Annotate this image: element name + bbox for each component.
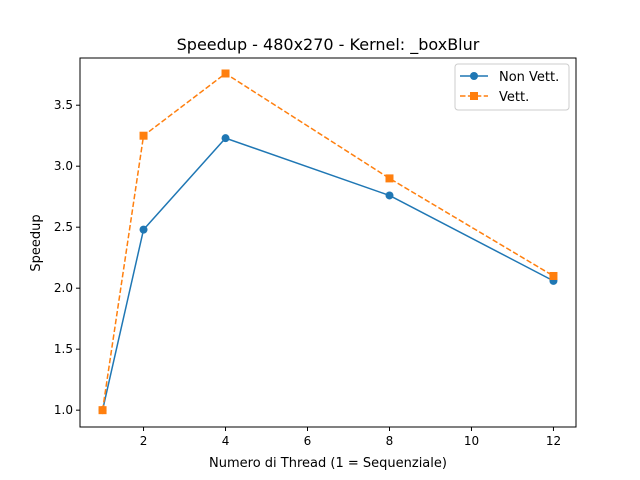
x-tick-label: 8 <box>386 434 394 448</box>
x-axis: 2 4 6 8 10 12 <box>140 427 561 448</box>
y-tick-label: 2.5 <box>54 220 73 234</box>
y-tick-label: 1.5 <box>54 342 73 356</box>
data-point-vett <box>385 174 394 183</box>
x-axis-label: Numero di Thread (1 = Sequenziale) <box>209 456 447 471</box>
legend-label-non-vett: Non Vett. <box>499 70 559 85</box>
chart-title: Speedup - 480x270 - Kernel: _boxBlur <box>177 35 480 55</box>
data-point-vett <box>98 406 107 415</box>
series-layer <box>98 69 558 415</box>
legend-marker-vett <box>470 92 478 100</box>
y-axis: 1.0 1.5 2.0 2.5 3.0 3.5 <box>54 98 80 417</box>
legend-marker-non-vett <box>470 72 478 80</box>
y-tick-label: 3.5 <box>54 98 73 112</box>
data-point-vett <box>549 271 558 280</box>
y-axis-label: Speedup <box>29 214 44 271</box>
data-point-non-vett <box>139 225 148 234</box>
legend-label-vett: Vett. <box>499 90 529 105</box>
x-tick-label: 6 <box>304 434 312 448</box>
x-tick-label: 12 <box>546 434 561 448</box>
series-line-vett <box>101 72 554 411</box>
plot-area <box>79 57 577 428</box>
legend: Non Vett. Vett. <box>454 63 570 111</box>
x-tick-label: 4 <box>222 434 230 448</box>
data-point-vett <box>221 69 230 78</box>
y-tick-label: 3.0 <box>54 159 73 173</box>
x-tick-label: 2 <box>140 434 148 448</box>
series-line-non-vett <box>101 137 554 411</box>
data-point-non-vett <box>385 191 394 200</box>
data-point-vett <box>139 131 148 140</box>
x-tick-label: 10 <box>464 434 479 448</box>
y-tick-label: 1.0 <box>54 403 73 417</box>
data-point-non-vett <box>221 134 230 143</box>
y-tick-label: 2.0 <box>54 281 73 295</box>
